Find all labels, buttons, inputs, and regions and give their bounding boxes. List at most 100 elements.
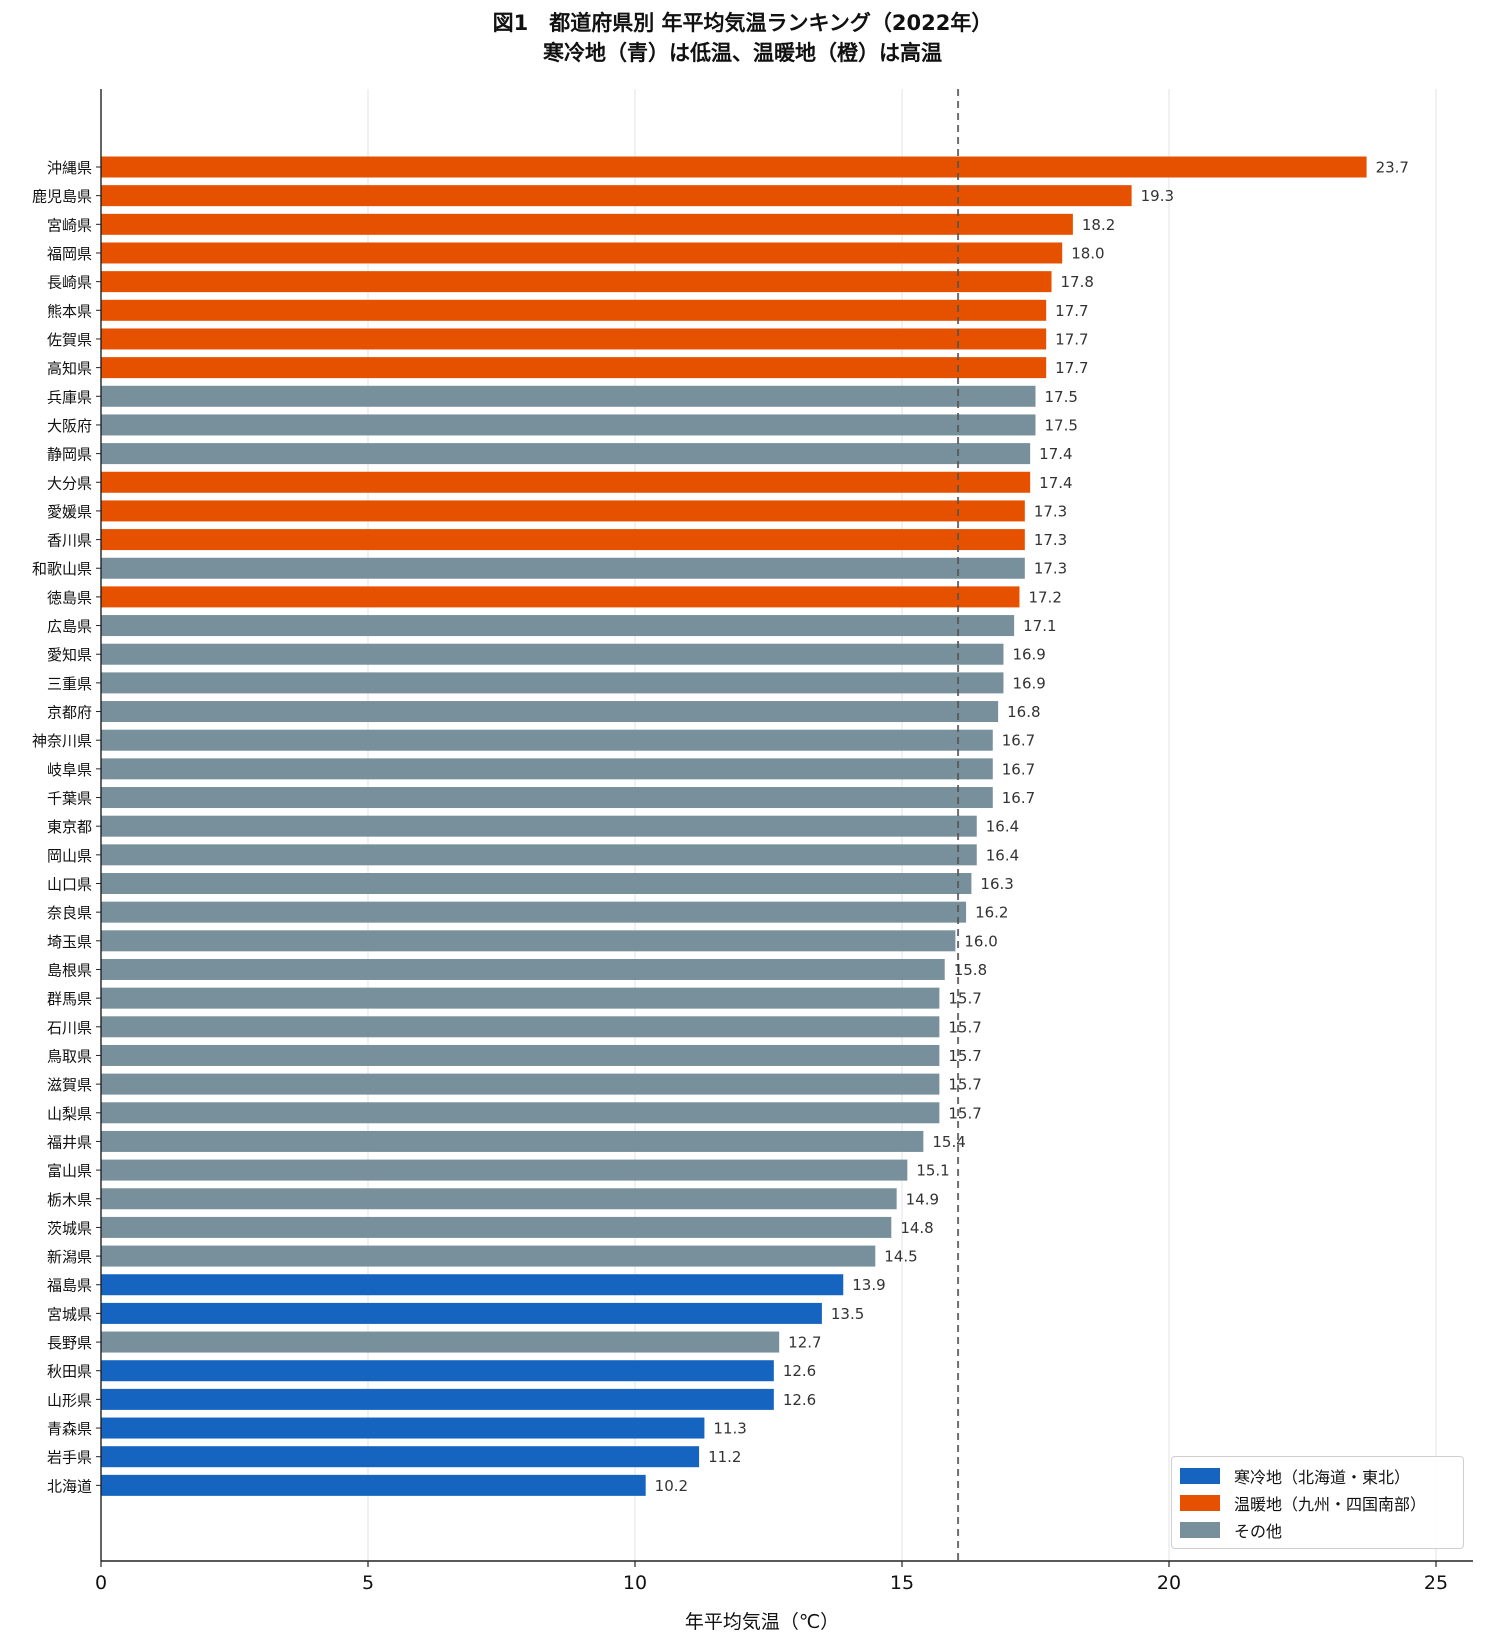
y-tick-label: 徳島県 (47, 589, 92, 607)
bar (101, 414, 1036, 436)
bar (101, 156, 1367, 178)
bar (101, 1446, 700, 1468)
bar (101, 1159, 908, 1181)
bar (101, 1044, 940, 1066)
bar (101, 242, 1063, 264)
y-tick-label: 千葉県 (47, 790, 92, 808)
x-tick-label: 20 (1157, 1572, 1181, 1594)
bar (101, 1274, 844, 1296)
bar (101, 328, 1047, 350)
y-tick-label: 鳥取県 (47, 1047, 92, 1065)
data-label: 17.2 (1028, 588, 1061, 606)
legend-label-warm: 温暖地（九州・四国南部） (1234, 1495, 1427, 1514)
bar (101, 758, 993, 780)
bar (101, 1188, 897, 1210)
bar (101, 729, 993, 751)
y-tick-label: 新潟県 (47, 1248, 92, 1266)
title-line-1: 図1 都道府県別 年平均気温ランキング（2022年） (492, 11, 993, 35)
y-tick-label: 熊本県 (47, 302, 92, 320)
data-label: 10.2 (655, 1477, 688, 1495)
y-tick-label: 大分県 (47, 474, 92, 492)
x-tick-label: 5 (362, 1572, 374, 1594)
labels-layer: 23.7 19.3 18.2 18.0 17.8 17.7 17.7 17.7 17.5 17.5… (655, 159, 1409, 1495)
bar (101, 958, 945, 980)
y-tick-label: 京都府 (47, 704, 92, 722)
bar (101, 385, 1036, 407)
y-tick-label: 栃木県 (47, 1191, 92, 1209)
data-label: 17.7 (1055, 330, 1088, 348)
data-label: 16.7 (1002, 789, 1035, 807)
data-label: 15.4 (932, 1133, 965, 1151)
bar (101, 873, 972, 894)
data-label: 13.9 (852, 1276, 885, 1294)
bar (101, 357, 1047, 379)
bar (101, 1302, 822, 1324)
data-label: 17.5 (1045, 416, 1078, 434)
y-tick-label: 愛知県 (47, 646, 92, 664)
data-label: 15.8 (954, 961, 987, 979)
bar (101, 1388, 774, 1410)
y-tick-label: 福岡県 (47, 245, 92, 263)
y-tick-label: 長野県 (47, 1334, 92, 1352)
data-label: 17.4 (1039, 474, 1072, 492)
data-label: 18.2 (1082, 216, 1115, 234)
legend: 寒冷地（北海道・東北） 温暖地（九州・四国南部） その他 (1171, 1456, 1464, 1549)
bar (101, 529, 1025, 551)
data-label: 16.0 (964, 932, 997, 950)
y-tick-label: 山梨県 (47, 1105, 92, 1123)
bar (101, 815, 977, 837)
y-tick-label: 埼玉県 (47, 933, 92, 951)
data-label: 13.5 (831, 1305, 864, 1323)
y-tick-label: 神奈川県 (32, 732, 92, 750)
bar (101, 787, 993, 809)
bar (101, 271, 1052, 293)
y-tick-label: 静岡県 (47, 446, 92, 464)
legend-item-other: その他 (1180, 1518, 1282, 1542)
axes-layer: 0 5 10 15 20 25 沖縄県鹿児島県宮崎県福岡県長崎県熊本県佐賀県高知県兵庫県大阪… (32, 89, 1473, 1594)
data-label: 16.7 (1002, 760, 1035, 778)
y-tick-label: 石川県 (47, 1019, 92, 1037)
data-label: 17.3 (1034, 560, 1067, 578)
legend-swatch-other (1180, 1522, 1220, 1538)
data-label: 16.8 (1007, 703, 1040, 721)
data-label: 12.6 (783, 1391, 816, 1409)
y-tick-label: 愛媛県 (47, 503, 92, 521)
bar (101, 1360, 774, 1382)
legend-label-cold: 寒冷地（北海道・東北） (1234, 1468, 1411, 1487)
bar (101, 672, 1004, 694)
x-tick-label: 15 (890, 1572, 914, 1594)
data-label: 17.8 (1061, 273, 1094, 291)
y-tick-label: 富山県 (47, 1162, 92, 1180)
y-tick-label: 岩手県 (47, 1449, 92, 1467)
y-tick-label: 北海道 (47, 1477, 92, 1495)
y-tick-label: 兵庫県 (47, 388, 92, 406)
bar (101, 586, 1020, 608)
bar (101, 1016, 940, 1038)
bar (101, 1216, 892, 1238)
y-tick-label: 宮城県 (47, 1305, 92, 1323)
y-tick-label: 青森県 (47, 1420, 92, 1438)
y-tick-label: 宮崎県 (47, 216, 92, 234)
legend-item-cold: 寒冷地（北海道・東北） (1180, 1464, 1410, 1488)
data-label: 16.4 (986, 846, 1019, 864)
data-label: 12.7 (788, 1334, 821, 1352)
data-label: 14.9 (906, 1190, 939, 1208)
data-label: 23.7 (1376, 159, 1409, 177)
data-label: 14.5 (884, 1248, 917, 1266)
bar (101, 500, 1025, 522)
data-label: 17.5 (1045, 388, 1078, 406)
data-label: 12.6 (783, 1362, 816, 1380)
y-tick-label: 群馬県 (47, 990, 92, 1008)
y-tick-label: 山口県 (47, 876, 92, 894)
y-tick-label: 福島県 (47, 1277, 92, 1295)
bar (101, 557, 1025, 579)
x-tick-label: 25 (1424, 1572, 1448, 1594)
data-label: 15.1 (916, 1162, 949, 1180)
data-label: 17.1 (1023, 617, 1056, 635)
bar (101, 1331, 780, 1353)
bar (101, 185, 1132, 207)
y-tick-label: 沖縄県 (47, 159, 92, 177)
bar (101, 701, 999, 723)
bar (101, 1102, 940, 1124)
data-label: 11.3 (713, 1420, 746, 1438)
